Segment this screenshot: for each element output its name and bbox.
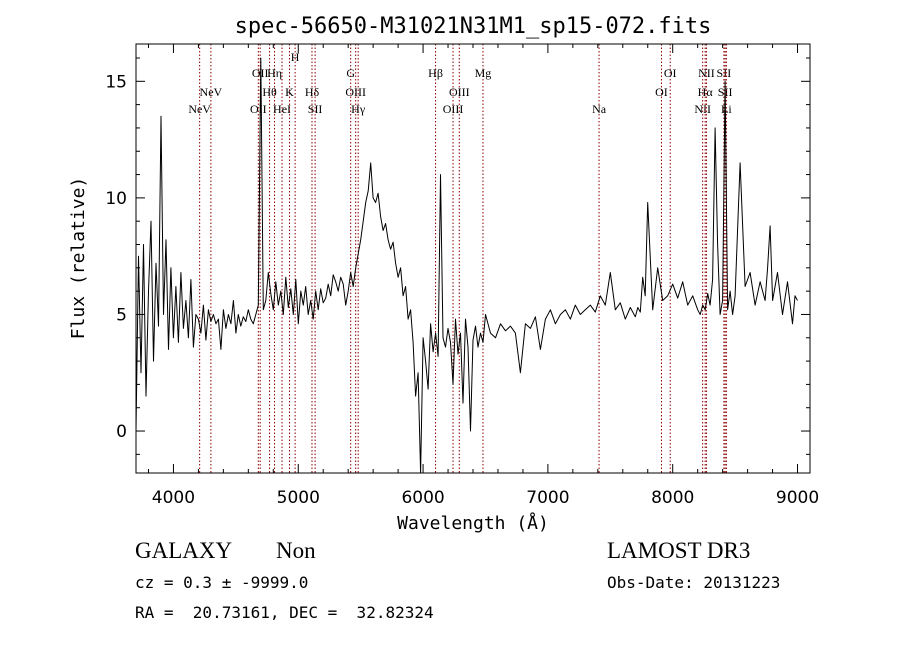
observation-date: Obs-Date: 20131223	[607, 573, 781, 592]
y-tick-label: 15	[105, 72, 127, 92]
emission-line-markers: NeVNeVOIIOIIHθHηHeIKHHδSIIGOIIIHγHβOIIIO…	[188, 44, 732, 473]
x-axis: 4000 5000 6000 7000 8000 9000	[147, 44, 819, 508]
object-class: GALAXY	[135, 538, 233, 563]
line-marker-label: SII	[308, 102, 323, 116]
x-tick-label: 6000	[401, 488, 444, 508]
line-marker-label: Na	[592, 102, 607, 116]
line-marker-label: K	[285, 85, 294, 99]
object-subclass: Non	[276, 538, 316, 563]
line-marker-label: Hβ	[428, 66, 443, 80]
x-axis-label: Wavelength (Å)	[397, 512, 549, 534]
line-marker-label: NII	[694, 102, 711, 116]
line-marker-label: H	[291, 50, 300, 64]
line-marker-label: NII	[698, 66, 715, 80]
line-marker-label: OIII	[345, 85, 366, 99]
line-marker-label: NeV	[188, 102, 211, 116]
line-marker-label: OI	[664, 66, 677, 80]
line-marker-label: Hγ	[351, 102, 366, 116]
x-tick-label: 9000	[776, 488, 819, 508]
redshift-line: cz = 0.3 ± -9999.0	[135, 573, 309, 592]
y-tick-label: 0	[116, 422, 127, 442]
x-tick-label: 8000	[651, 488, 694, 508]
line-marker-label: Hδ	[305, 85, 320, 99]
y-axis-label: Flux (relative)	[68, 177, 89, 340]
line-marker-label: HeI	[273, 102, 291, 116]
chart-title: spec-56650-M31021N31M1_sp15-072.fits	[235, 14, 712, 39]
spectrum-line	[135, 57, 798, 474]
line-marker-label: Li	[721, 102, 732, 116]
line-marker-label: Hθ	[262, 85, 277, 99]
x-tick-label: 7000	[526, 488, 569, 508]
survey-name: LAMOST DR3	[607, 538, 751, 563]
line-marker-label: Hη	[267, 66, 282, 80]
line-marker-label: SII	[717, 66, 732, 80]
y-tick-label: 5	[116, 305, 127, 325]
line-marker-label: G	[346, 66, 355, 80]
x-tick-label: 4000	[152, 488, 195, 508]
line-marker-label: NeV	[200, 85, 223, 99]
x-tick-label: 5000	[277, 488, 320, 508]
y-axis: 0 5 10 15	[105, 57, 810, 455]
line-marker-label: Mg	[475, 66, 492, 80]
line-marker-label: OIII	[449, 85, 470, 99]
line-marker-label: Hα	[698, 85, 714, 99]
line-marker-label: OI	[655, 85, 668, 99]
y-tick-label: 10	[105, 189, 127, 209]
line-marker-label: OII	[250, 102, 267, 116]
spectrum-series	[135, 57, 798, 474]
line-marker-label: OIII	[443, 102, 464, 116]
coordinates: RA = 20.73161, DEC = 32.82324	[135, 603, 434, 622]
